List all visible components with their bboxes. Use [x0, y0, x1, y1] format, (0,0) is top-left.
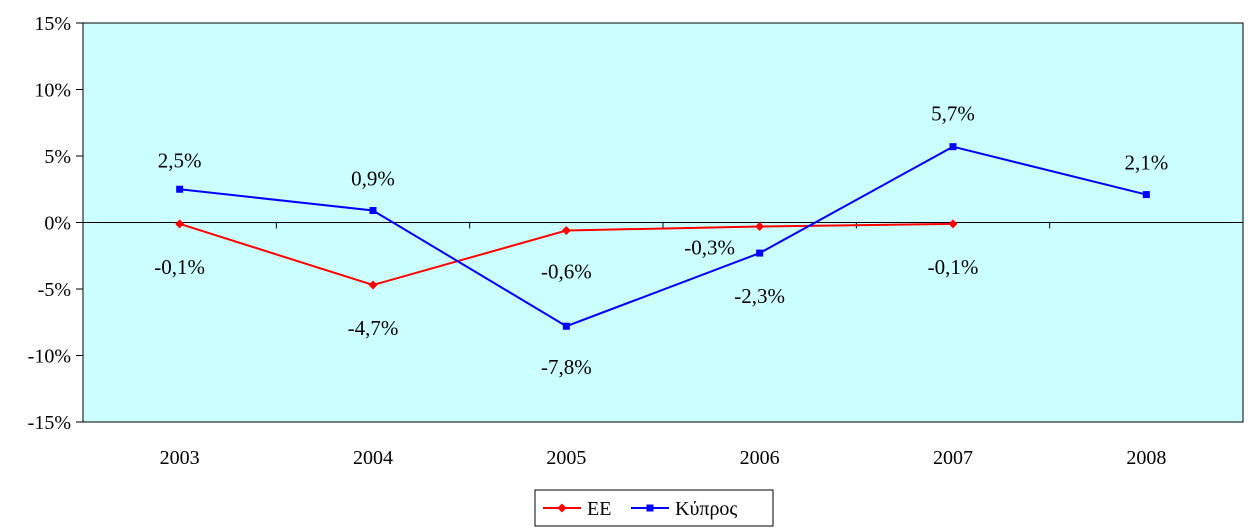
y-tick-label: 0% [44, 213, 71, 235]
data-point [176, 185, 184, 193]
x-tick-label: 2006 [740, 447, 780, 469]
data-point [562, 322, 570, 330]
legend-label: Κύπρος [675, 498, 737, 520]
y-tick-label: -15% [28, 412, 71, 434]
data-label: -0,3% [684, 235, 735, 259]
data-label: 2,1% [1124, 151, 1168, 175]
y-tick-label: 10% [34, 80, 71, 102]
data-point [949, 143, 957, 151]
y-tick-label: 15% [34, 13, 71, 35]
data-label: -0,6% [541, 259, 592, 283]
series-line-kypros [179, 145, 1147, 328]
x-tick-label: 2005 [546, 447, 586, 469]
x-tick-label: 2008 [1126, 447, 1166, 469]
x-tick-label: 2003 [160, 447, 200, 469]
data-label: -4,7% [348, 316, 399, 340]
data-label: -7,8% [541, 355, 592, 379]
legend: ΕΕ Κύπρος [534, 489, 774, 527]
data-label: 2,5% [158, 148, 202, 172]
data-label: -0,1% [928, 255, 979, 279]
data-point [1142, 191, 1150, 199]
data-label: 5,7% [931, 102, 975, 126]
data-label: 0,9% [351, 167, 395, 191]
y-tick-label: -5% [38, 279, 71, 301]
data-label: -0,1% [154, 255, 205, 279]
data-point [561, 225, 571, 235]
legend-label: ΕΕ [587, 498, 611, 520]
series-layer [175, 143, 1150, 330]
data-point [948, 219, 958, 229]
data-point [756, 249, 764, 257]
data-point [175, 219, 185, 229]
data-label: -2,3% [734, 284, 785, 308]
y-tick-label: 5% [44, 146, 71, 168]
y-tick-label: -10% [28, 346, 71, 368]
data-point [646, 504, 654, 512]
x-tick-label: 2007 [933, 447, 973, 469]
data-labels: -0,1% -4,7% -0,6% -0,3% -0,1% 2,5% 0,9% -7,8% -2… [154, 102, 1168, 380]
data-point [368, 280, 378, 290]
x-tick-label: 2004 [353, 447, 393, 469]
data-point [755, 221, 765, 231]
axes: -15% -10% -5% 0% 5% 10% 15% 2003 2004 2005 2006 200… [28, 13, 1243, 469]
data-point [557, 503, 567, 513]
data-point [369, 207, 377, 215]
